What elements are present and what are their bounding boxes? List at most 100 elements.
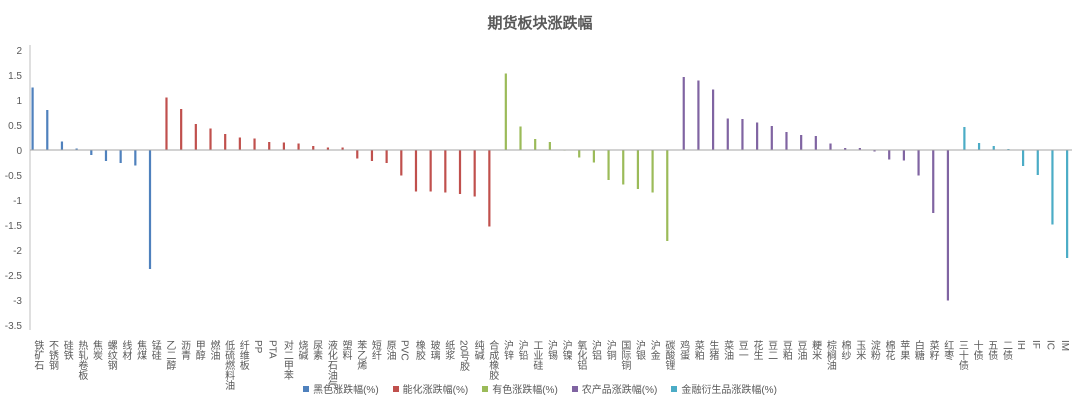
x-tick-label: PP <box>251 340 263 354</box>
bar <box>282 142 285 150</box>
bar <box>180 109 183 150</box>
x-tick-label: 五债 <box>985 340 997 360</box>
x-tick-label: 二债 <box>1000 340 1012 360</box>
bar <box>888 150 891 160</box>
bar <box>844 148 847 150</box>
bar <box>800 135 803 150</box>
bar <box>756 122 759 150</box>
bar <box>297 143 300 150</box>
bar <box>814 136 817 150</box>
bar <box>31 87 34 150</box>
bar <box>858 148 861 150</box>
legend-swatch <box>571 385 578 392</box>
x-tick-label: 铁矿石 <box>31 340 43 370</box>
bar <box>326 147 330 150</box>
y-tick-label: -3.5 <box>5 321 23 332</box>
x-tick-label: 沪银 <box>633 340 645 360</box>
bar <box>963 127 966 150</box>
x-tick-label: 沪铅 <box>516 340 528 360</box>
x-tick-label: PTA <box>266 340 278 359</box>
x-tick-label: 沪铜 <box>604 340 616 360</box>
x-tick-label: 红枣 <box>941 340 953 360</box>
bar <box>741 119 744 150</box>
x-tick-label: 橡胶 <box>413 340 425 360</box>
x-tick-label: 纸浆 <box>442 340 454 360</box>
x-tick-label: 鸡蛋 <box>677 340 689 360</box>
y-tick-label: 2 <box>16 46 22 57</box>
bar <box>75 148 78 150</box>
y-tick-label: 1.5 <box>8 71 22 82</box>
bar <box>488 150 491 227</box>
x-tick-label: 硅铁 <box>61 340 73 360</box>
bar <box>194 124 197 150</box>
bar <box>429 150 432 192</box>
x-tick-label: 豆粕 <box>780 340 792 360</box>
x-tick-label: 十债 <box>971 340 983 360</box>
bar <box>209 128 212 150</box>
x-tick-label: 淀粉 <box>868 340 880 360</box>
legend-label: 黑色涨跌幅(%) <box>313 385 379 396</box>
bar <box>785 132 788 150</box>
y-tick-label: -1.5 <box>5 221 23 232</box>
x-tick-label: 烧碱 <box>296 340 307 360</box>
x-tick-label: 棉花 <box>883 340 895 360</box>
bar <box>1036 150 1039 175</box>
bar <box>770 126 773 150</box>
bar <box>829 143 832 150</box>
x-tick-label: 豆一 <box>736 340 748 360</box>
x-tick-label: IF <box>1029 340 1041 349</box>
x-tick-label: 焦煤 <box>134 340 146 360</box>
x-tick-label: 豆油 <box>794 340 806 360</box>
x-tick-label: IM <box>1059 340 1071 352</box>
x-tick-label: 液化石油气 <box>325 340 337 390</box>
x-tick-label: 沪金 <box>648 340 660 360</box>
legend-swatch <box>303 385 310 392</box>
bar <box>1051 150 1054 225</box>
x-tick-label: 玻璃 <box>428 340 440 360</box>
x-tick-label: 乙二醇 <box>163 340 175 370</box>
bar <box>607 150 610 180</box>
bar <box>400 150 403 176</box>
bar <box>946 150 950 301</box>
bar <box>622 150 625 185</box>
bar <box>341 147 344 150</box>
bar <box>60 141 64 150</box>
bar <box>134 150 137 166</box>
x-tick-label: 花生 <box>750 340 762 360</box>
x-tick-label: 沥青 <box>178 340 190 360</box>
legend-swatch <box>671 385 678 392</box>
x-tick-label: 棕榈油 <box>824 340 836 370</box>
x-tick-label: 菜籽 <box>927 340 939 360</box>
x-tick-label: 短纤 <box>369 340 381 360</box>
bar <box>504 73 507 150</box>
legend-item: 金融衍生品涨跌幅(%) <box>671 381 777 396</box>
bar <box>148 150 152 269</box>
x-tick-label: 玉米 <box>853 340 865 360</box>
x-tick-label: 线材 <box>119 340 131 360</box>
bar <box>519 126 522 150</box>
bar <box>548 142 551 150</box>
x-tick-label: 碳酸锂 <box>662 340 674 370</box>
bar <box>697 80 700 150</box>
x-tick-label: 工业硅 <box>530 340 542 370</box>
x-tick-label: 沪锡 <box>545 340 557 360</box>
y-tick-label: -0.5 <box>5 171 23 182</box>
x-tick-label: IC <box>1044 340 1056 350</box>
x-tick-label: 苹果 <box>897 340 909 360</box>
x-tick-label: 苯乙烯 <box>354 340 366 370</box>
x-tick-label: 对二甲苯 <box>281 340 293 380</box>
x-tick-label: PVC <box>398 340 410 361</box>
bar <box>224 134 227 150</box>
bar <box>977 143 981 150</box>
x-tick-label: 焦炭 <box>90 340 102 360</box>
x-tick-label: 低硫燃料油 <box>222 340 234 390</box>
x-tick-label: 原油 <box>384 340 396 360</box>
x-tick-label: 白糖 <box>912 340 924 360</box>
x-tick-label: 塑料 <box>340 340 352 360</box>
bar <box>917 150 920 176</box>
legend-swatch <box>392 385 399 392</box>
x-tick-label: 豆二 <box>765 340 777 360</box>
bar <box>592 150 595 163</box>
bar <box>636 150 640 189</box>
bar <box>104 150 108 161</box>
